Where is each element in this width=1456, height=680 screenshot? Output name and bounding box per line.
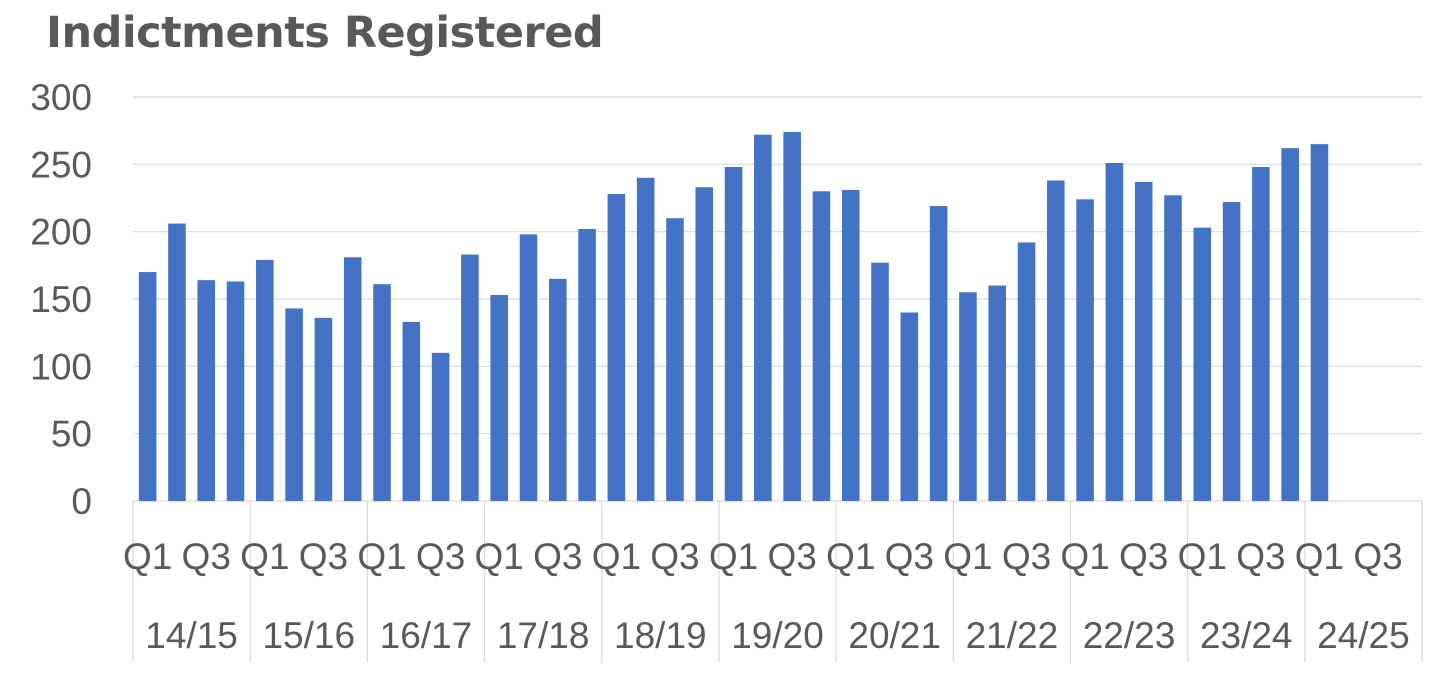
bar xyxy=(168,223,186,501)
bar xyxy=(1076,199,1094,501)
x-group-label: 14/15 xyxy=(145,615,238,656)
bar xyxy=(256,259,274,501)
x-group-label: 17/18 xyxy=(497,615,590,656)
x-tick-label: Q3 xyxy=(299,536,348,577)
bar xyxy=(929,206,948,501)
x-tick-label: Q3 xyxy=(416,536,465,577)
bar xyxy=(1222,202,1241,502)
bar xyxy=(1252,167,1270,501)
bar xyxy=(812,191,831,501)
x-tick-label: Q1 xyxy=(240,536,289,577)
x-group-label: 21/22 xyxy=(966,615,1059,656)
x-tick-label: Q3 xyxy=(1236,536,1285,577)
bar xyxy=(402,321,421,501)
x-tick-label: Q1 xyxy=(1178,536,1227,577)
bar xyxy=(1047,180,1065,501)
bar xyxy=(871,262,889,501)
x-tick-label: Q3 xyxy=(182,536,231,577)
bar xyxy=(285,308,303,501)
bar xyxy=(1193,227,1212,502)
x-tick-label: Q1 xyxy=(1295,536,1344,577)
x-tick-label: Q3 xyxy=(1353,536,1402,577)
bar xyxy=(1134,181,1153,501)
bar xyxy=(841,189,860,502)
bar xyxy=(548,278,567,501)
bar xyxy=(695,187,714,501)
bar xyxy=(226,281,245,501)
y-tick-label: 100 xyxy=(30,346,92,387)
bar xyxy=(314,317,333,501)
x-group-label: 23/24 xyxy=(1200,615,1293,656)
bar xyxy=(519,234,538,502)
bar xyxy=(754,134,772,501)
x-group-label: 18/19 xyxy=(614,615,707,656)
bar xyxy=(343,257,362,501)
bar xyxy=(490,294,508,501)
bar xyxy=(988,285,1007,501)
bar xyxy=(461,254,479,501)
x-tick-label: Q1 xyxy=(475,536,524,577)
y-tick-label: 50 xyxy=(51,414,92,455)
bar xyxy=(373,284,391,501)
bar xyxy=(1164,195,1182,501)
x-tick-label: Q3 xyxy=(767,536,816,577)
y-tick-label: 0 xyxy=(71,481,92,522)
x-tick-label: Q1 xyxy=(123,536,172,577)
bar xyxy=(578,228,596,501)
x-tick-label: Q3 xyxy=(1119,536,1168,577)
bar xyxy=(607,193,626,501)
bar xyxy=(666,218,684,501)
chart-title: Indictments Registered xyxy=(46,8,604,58)
bar xyxy=(783,132,801,501)
x-tick-label: Q1 xyxy=(709,536,758,577)
bar xyxy=(724,167,743,501)
bar xyxy=(138,272,157,501)
x-tick-label: Q3 xyxy=(1002,536,1051,577)
x-group-label: 24/25 xyxy=(1317,615,1410,656)
bar xyxy=(431,352,450,501)
x-tick-label: Q3 xyxy=(650,536,699,577)
x-tick-label: Q1 xyxy=(1060,536,1109,577)
x-group-label: 22/23 xyxy=(1083,615,1176,656)
bars xyxy=(138,132,1329,502)
bar xyxy=(1310,144,1329,501)
x-group-label: 16/17 xyxy=(380,615,473,656)
bar xyxy=(900,312,919,501)
y-tick-label: 300 xyxy=(30,77,92,118)
y-tick-label: 200 xyxy=(30,212,92,253)
x-tick-label: Q3 xyxy=(533,536,582,577)
x-tick-label: Q1 xyxy=(592,536,641,577)
x-tick-label: Q1 xyxy=(943,536,992,577)
bar xyxy=(1017,242,1036,501)
bar xyxy=(1281,148,1299,501)
x-tick-label: Q1 xyxy=(357,536,406,577)
bar xyxy=(636,177,655,502)
x-tick-label: Q1 xyxy=(826,536,875,577)
y-tick-label: 250 xyxy=(30,144,92,185)
x-tick-label: Q3 xyxy=(885,536,934,577)
y-axis-ticks: 0 50 100 150 200 250 300 xyxy=(30,77,92,522)
y-tick-label: 150 xyxy=(30,279,92,320)
bar xyxy=(1105,162,1124,501)
x-group-label: 19/20 xyxy=(731,615,824,656)
bar xyxy=(959,292,977,501)
x-group-label: 15/16 xyxy=(262,615,355,656)
bar xyxy=(197,280,216,501)
x-group-label: 20/21 xyxy=(848,615,941,656)
